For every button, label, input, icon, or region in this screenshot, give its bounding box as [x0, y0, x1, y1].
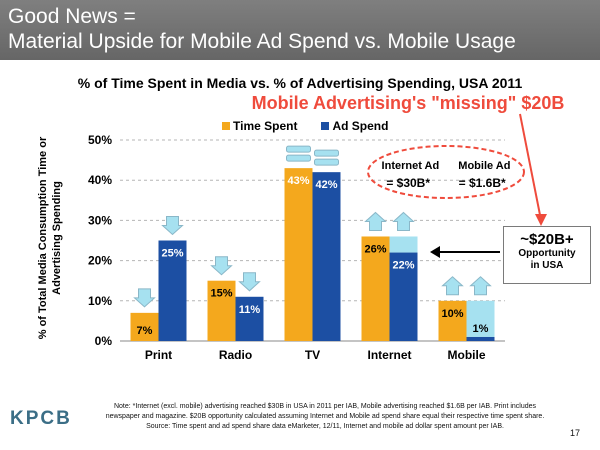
chart-overlay	[367, 113, 547, 258]
gap-bar	[389, 236, 418, 253]
bar-ad-spend	[312, 172, 341, 341]
bar-ad-spend	[235, 296, 264, 341]
bar-ad-spend	[389, 252, 418, 341]
y-tick-label: 10%	[88, 294, 112, 308]
y-tick-label: 40%	[88, 173, 112, 187]
equal-sign-icon	[314, 158, 339, 166]
down-arrow-icon	[210, 256, 233, 276]
bar-time-spent	[207, 280, 236, 341]
internet-ad-label: Internet Ad	[381, 160, 440, 172]
up-arrow-icon	[469, 276, 492, 296]
pointer-arrow-head-icon	[430, 246, 440, 258]
legend-item-ad-spend: Ad Spend	[321, 119, 388, 133]
x-tick-label: Mobile	[448, 348, 486, 362]
up-arrow-icon	[441, 276, 464, 296]
page-number: 17	[570, 428, 581, 438]
data-label-ad-spend: 42%	[315, 179, 337, 191]
opportunity-amount: ~$20B+	[520, 231, 574, 248]
footnote: Note: *Internet (excl. mobile) advertisi…	[105, 403, 545, 430]
legend-label-ad-spend: Ad Spend	[332, 119, 389, 133]
x-tick-label: Radio	[219, 348, 252, 362]
equal-sign-icon	[286, 154, 311, 162]
legend-swatch-ad-spend	[321, 122, 330, 130]
x-tick-label: Internet	[367, 348, 411, 362]
data-label-ad-spend: 25%	[161, 248, 183, 260]
up-arrow-icon	[364, 211, 387, 231]
internet-ad-value: = $30B*	[386, 176, 431, 190]
up-arrow-icon	[392, 211, 415, 231]
data-label-time-spent: 15%	[210, 288, 232, 300]
legend-swatch-time-spent	[222, 122, 230, 130]
ad-totals-ellipse	[367, 145, 525, 199]
chart-bars: 7% 25% 15% 11% 43% 42% 26% 22% 10% 1%	[130, 168, 495, 341]
down-arrow-icon	[133, 288, 156, 308]
y-tick-label: 30%	[88, 213, 112, 227]
data-label-time-spent: 10%	[441, 308, 463, 320]
slide-header: Good News = Material Upside for Mobile A…	[0, 0, 600, 60]
data-label-time-spent: 26%	[364, 243, 386, 255]
opportunity-line-1: Opportunity	[518, 248, 576, 259]
y-tick-label: 20%	[88, 254, 112, 268]
chart-annotations	[133, 145, 492, 308]
data-label-ad-spend: 1%	[473, 323, 489, 335]
bar-time-spent	[284, 168, 313, 341]
data-label-time-spent: 43%	[287, 175, 309, 187]
chart-title: % of Time Spent in Media vs. % of Advert…	[77, 75, 523, 91]
legend-label-time-spent: Time Spent	[233, 119, 298, 133]
y-tick-label: 50%	[88, 133, 112, 147]
gap-bar	[466, 300, 495, 337]
chart-x-labels: Print Radio TV Internet Mobile	[145, 348, 486, 362]
legend-item-time-spent: Time Spent	[222, 119, 297, 133]
callout-arrow-head-icon	[535, 214, 547, 226]
x-tick-label: Print	[145, 348, 172, 362]
bar-time-spent	[438, 300, 467, 341]
data-label-ad-spend: 11%	[239, 304, 261, 316]
bar-time-spent	[130, 312, 159, 341]
header-line-1: Good News =	[8, 5, 136, 28]
chart-legend: Time Spent Ad Spend	[222, 119, 388, 133]
header-line-2: Material Upside for Mobile Ad Spend vs. …	[8, 30, 516, 53]
x-tick-label: TV	[305, 348, 320, 362]
down-arrow-icon	[161, 216, 184, 236]
bar-ad-spend	[466, 336, 495, 341]
callout-missing-20b: Mobile Advertising's "missing" $20B	[251, 93, 565, 113]
mobile-ad-label: Mobile Ad	[458, 160, 511, 172]
bar-ad-spend	[158, 240, 187, 341]
data-label-ad-spend: 22%	[392, 260, 414, 272]
callout-arrow	[519, 113, 542, 221]
y-tick-label: 0%	[95, 334, 113, 348]
data-label-time-spent: 7%	[137, 325, 153, 337]
chart-y-ticks: 0% 10% 20% 30% 40% 50%	[88, 133, 112, 348]
opportunity-box: ~$20B+ Opportunity in USA	[503, 226, 591, 284]
equal-sign-icon	[314, 149, 339, 157]
bar-time-spent	[361, 236, 390, 341]
opportunity-line-2: in USA	[530, 260, 564, 271]
down-arrow-icon	[238, 272, 261, 292]
equal-sign-icon	[286, 145, 311, 153]
kpcb-logo: KPCB	[10, 408, 72, 429]
mobile-ad-value: = $1.6B*	[458, 176, 506, 190]
ad-totals-text: Internet Ad Mobile Ad = $30B* = $1.6B*	[372, 160, 520, 190]
